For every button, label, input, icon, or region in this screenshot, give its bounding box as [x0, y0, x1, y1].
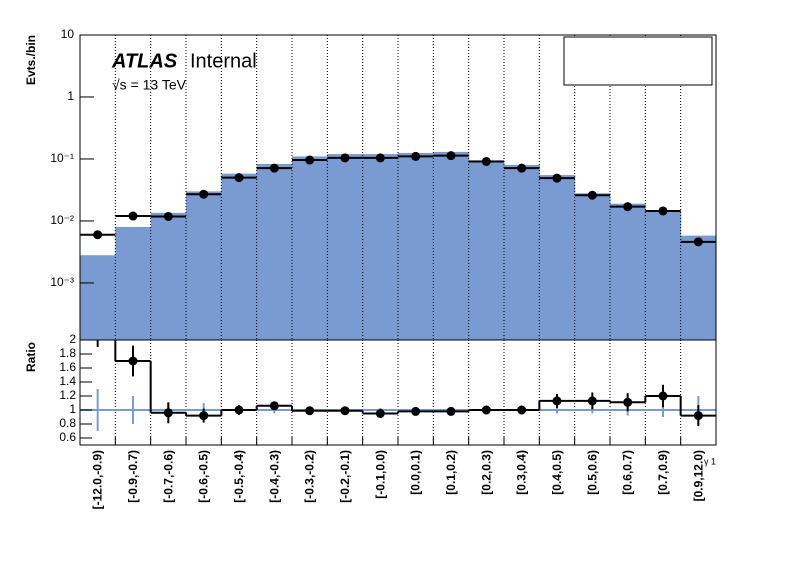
data-point — [693, 411, 703, 421]
x-tick-label: [0.7,0.9) — [656, 450, 670, 495]
bar — [645, 211, 682, 340]
bar — [398, 152, 434, 340]
data-point — [305, 406, 315, 416]
bar — [186, 191, 222, 340]
data-point — [623, 202, 633, 212]
main-panel — [80, 35, 716, 340]
x-tick-label: [0.6,0.7) — [621, 450, 635, 495]
x-tick-label: [-0.9,-0.7) — [126, 450, 140, 503]
bar — [292, 156, 328, 340]
data-point — [163, 408, 173, 418]
data-point — [446, 151, 456, 161]
overlay: 10⁻³10⁻²10⁻¹110CR [μ = -0.0035]VR [μ = -… — [50, 27, 705, 509]
bar — [680, 235, 716, 340]
data-point — [199, 189, 209, 199]
data-point — [658, 391, 668, 401]
data-point — [693, 237, 703, 247]
x-tick-label: [0.1,0.2) — [444, 450, 458, 495]
atlas-label: ATLAS — [111, 50, 178, 72]
data-point — [199, 411, 209, 421]
data-point — [305, 155, 315, 165]
y-tick-label: 1 — [69, 402, 76, 416]
frame — [79, 339, 717, 446]
x-tick-label: [-0.3,-0.2) — [303, 450, 317, 503]
status-label: Internal — [190, 50, 257, 72]
bar — [80, 255, 116, 340]
y-tick-label: 1.4 — [59, 374, 76, 388]
bar — [468, 160, 505, 340]
bar — [221, 173, 258, 340]
bar — [539, 175, 576, 340]
x-tick-label: [0.2,0.3) — [479, 450, 493, 495]
data-point — [587, 190, 597, 200]
data-point — [517, 405, 527, 415]
x-tick-label: [0.4,0.5) — [550, 450, 564, 495]
data-point — [93, 230, 103, 240]
data-point — [411, 151, 421, 161]
data-point — [517, 163, 527, 173]
bar — [504, 164, 540, 340]
ratio-panel — [80, 340, 716, 445]
data-point — [269, 401, 279, 411]
energy-label: √s = 13 TeV — [112, 77, 187, 93]
data-point — [552, 173, 562, 183]
y-tick-label: 1.6 — [59, 360, 76, 374]
data-point — [623, 397, 633, 407]
x-tick-label: [0.5,0.6) — [585, 450, 599, 495]
x-tick-label: [-0.2,-0.1) — [338, 450, 352, 503]
bar — [362, 154, 399, 340]
y-tick-label: 0.8 — [59, 416, 76, 430]
data-point — [340, 153, 350, 163]
data-point — [446, 406, 456, 416]
bar — [327, 154, 364, 340]
data-point — [269, 163, 279, 173]
bar — [433, 151, 470, 340]
bar — [150, 212, 187, 340]
x-tick-label: [-0.5,-0.4) — [232, 450, 246, 503]
x-tick-label: [-12.0,-0.9) — [91, 450, 105, 509]
data-point — [128, 356, 138, 366]
y-tick-label: 10⁻¹ — [50, 151, 74, 165]
y-tick-label: 10 — [61, 27, 75, 41]
data-point — [234, 173, 244, 183]
x-tick-label: [-0.6,-0.5) — [197, 450, 211, 503]
legend-box — [563, 36, 713, 86]
x-tick-label: [0.0,0.1) — [409, 450, 423, 495]
bar — [115, 226, 152, 340]
data-point — [340, 406, 350, 416]
x-axis-title: γ 1 — [704, 456, 716, 466]
data-point — [234, 405, 244, 415]
bar — [256, 163, 293, 340]
y-axis-title: Ratio — [24, 342, 38, 372]
y-tick-label: 2 — [69, 332, 76, 346]
y-tick-label: 1 — [67, 89, 74, 103]
y-tick-label: 10⁻² — [50, 213, 74, 227]
data-point — [375, 409, 385, 418]
x-tick-label: [-0.4,-0.3) — [267, 450, 281, 503]
data-point — [552, 396, 562, 406]
data-point — [481, 157, 491, 167]
y-tick-label: 1.8 — [59, 346, 76, 360]
x-tick-label: [0.9,12.0) — [691, 450, 705, 501]
data-point — [375, 153, 385, 163]
y-tick-label: 1.2 — [59, 388, 76, 402]
x-tick-label: [-0.7,-0.6) — [161, 450, 175, 503]
y-tick-label: 10⁻³ — [50, 275, 74, 289]
x-tick-label: [0.3,0.4) — [515, 450, 529, 495]
bar — [610, 203, 646, 340]
data-point — [481, 405, 491, 415]
data-point — [411, 406, 421, 416]
y-axis-title: Evts./bin — [24, 35, 38, 85]
data-point — [128, 211, 138, 221]
data-point — [587, 396, 597, 406]
data-point — [163, 211, 173, 221]
x-tick-label: [-0.1,0.0) — [373, 450, 387, 499]
data-point — [658, 206, 668, 216]
y-tick-label: 0.6 — [59, 430, 76, 444]
bar — [574, 193, 611, 340]
